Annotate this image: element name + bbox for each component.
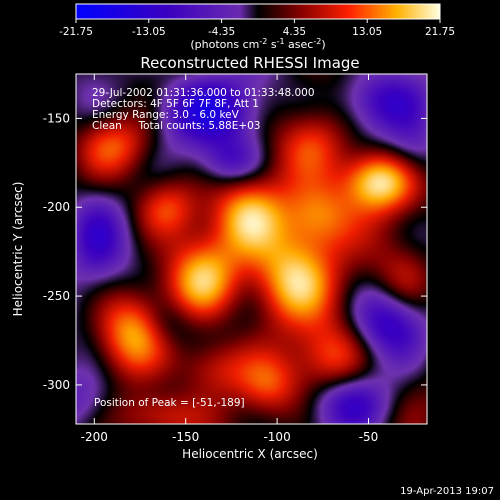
colorbar-tick-label: -13.05 — [132, 26, 166, 38]
units-sup1: -2 — [259, 37, 267, 46]
y-tick-label: -300 — [43, 378, 70, 392]
axis-ticks: -200 -150 -100 -50 -150 -200 -250 -300 — [43, 74, 427, 444]
units-sup3: -2 — [313, 37, 321, 46]
chart-title: Reconstructed RHESSI Image — [140, 54, 359, 72]
units-mid: s — [267, 38, 276, 51]
x-tick-label: -200 — [81, 430, 108, 444]
colorbar-tick-label: 21.75 — [425, 26, 455, 38]
y-tick-label: -200 — [43, 200, 70, 214]
heatmap-image — [76, 74, 427, 424]
colorbar-units: (photons cm-2 s-1 asec-2) — [190, 37, 325, 51]
y-axis-label: Heliocentric Y (arcsec) — [11, 182, 25, 317]
colorbar-ticks: -21.75 -13.05 -4.35 4.35 13.05 21.75 — [59, 19, 455, 38]
annotation-counts: Clean Total counts: 5.88E+03 — [92, 120, 261, 132]
annotation-energy: Energy Range: 3.0 - 6.0 keV — [92, 109, 240, 121]
peak-position: Position of Peak = [-51,-189] — [94, 397, 245, 409]
colorbar-tick-label: -4.35 — [208, 26, 235, 38]
units-end: ) — [321, 38, 325, 51]
y-tick-label: -250 — [43, 289, 70, 303]
annotation-detectors: Detectors: 4F 5F 6F 7F 8F, Att 1 — [92, 98, 259, 110]
x-tick-label: -100 — [263, 430, 290, 444]
footer-timestamp: 19-Apr-2013 19:07 — [400, 486, 494, 497]
colorbar-tick-label: -21.75 — [59, 26, 93, 38]
annotation-time: 29-Jul-2002 01:31:36.000 to 01:33:48.000 — [92, 87, 315, 99]
x-tick-label: -150 — [172, 430, 199, 444]
x-axis-label: Heliocentric X (arcsec) — [182, 447, 318, 461]
plot-frame — [75, 73, 428, 425]
colorbar-tick-label: 13.05 — [352, 26, 382, 38]
x-tick-label: -50 — [359, 430, 379, 444]
units-sup2: -1 — [277, 37, 285, 46]
units-label: (photons cm — [190, 38, 259, 51]
y-tick-label: -150 — [43, 111, 70, 125]
units-mid2: asec — [285, 38, 314, 51]
colorbar — [75, 3, 441, 20]
colorbar-tick-label: 4.35 — [283, 26, 306, 38]
